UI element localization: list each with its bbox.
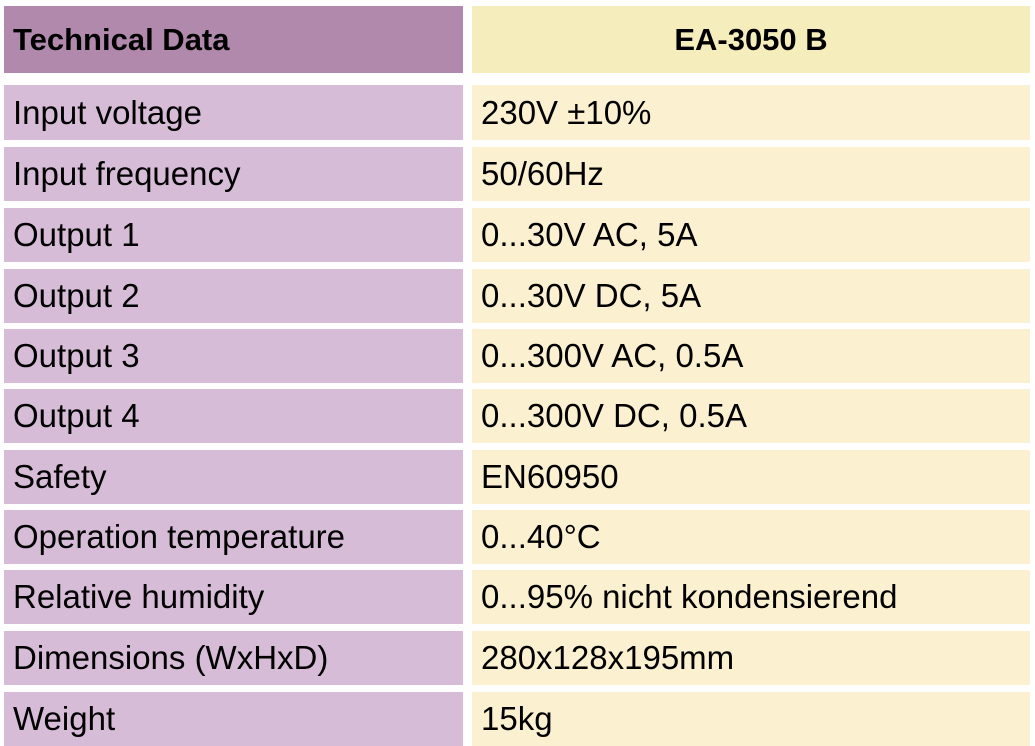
- row-value: 50/60Hz: [472, 147, 1030, 201]
- row-label: Relative humidity: [4, 570, 463, 624]
- row-value: 230V ±10%: [472, 85, 1030, 140]
- table-row: Dimensions (WxHxD) 280x128x195mm: [0, 631, 1035, 685]
- row-label: Input voltage: [4, 85, 463, 140]
- row-value: EN60950: [472, 450, 1030, 504]
- row-label: Output 4: [4, 389, 463, 443]
- row-label: Output 1: [4, 208, 463, 262]
- row-label: Output 3: [4, 329, 463, 383]
- table-row: Output 1 0...30V AC, 5A: [0, 208, 1035, 262]
- row-value: 0...300V AC, 0.5A: [472, 329, 1030, 383]
- table-row: Relative humidity 0...95% nicht kondensi…: [0, 570, 1035, 624]
- row-value: 0...30V DC, 5A: [472, 269, 1030, 323]
- table-row: Safety EN60950: [0, 450, 1035, 504]
- row-value: 0...30V AC, 5A: [472, 208, 1030, 262]
- table-row: Input frequency 50/60Hz: [0, 147, 1035, 201]
- row-value: 0...95% nicht kondensierend: [472, 570, 1030, 624]
- table-row: Weight 15kg: [0, 692, 1035, 746]
- row-value: 0...300V DC, 0.5A: [472, 389, 1030, 443]
- table-row: Input voltage 230V ±10%: [0, 85, 1035, 140]
- row-value: 280x128x195mm: [472, 631, 1030, 685]
- row-value: 15kg: [472, 692, 1030, 746]
- table-header-row: Technical Data EA-3050 B: [0, 6, 1035, 73]
- table-row: Operation temperature 0...40°C: [0, 510, 1035, 564]
- table-row: Output 3 0...300V AC, 0.5A: [0, 329, 1035, 383]
- row-label: Weight: [4, 692, 463, 746]
- row-label: Operation temperature: [4, 510, 463, 564]
- header-label-cell: Technical Data: [4, 6, 463, 73]
- row-label: Input frequency: [4, 147, 463, 201]
- table-row: Output 4 0...300V DC, 0.5A: [0, 389, 1035, 443]
- table-row: Output 2 0...30V DC, 5A: [0, 269, 1035, 323]
- row-value: 0...40°C: [472, 510, 1030, 564]
- row-label: Safety: [4, 450, 463, 504]
- row-label: Output 2: [4, 269, 463, 323]
- header-model-cell: EA-3050 B: [472, 6, 1030, 73]
- row-label: Dimensions (WxHxD): [4, 631, 463, 685]
